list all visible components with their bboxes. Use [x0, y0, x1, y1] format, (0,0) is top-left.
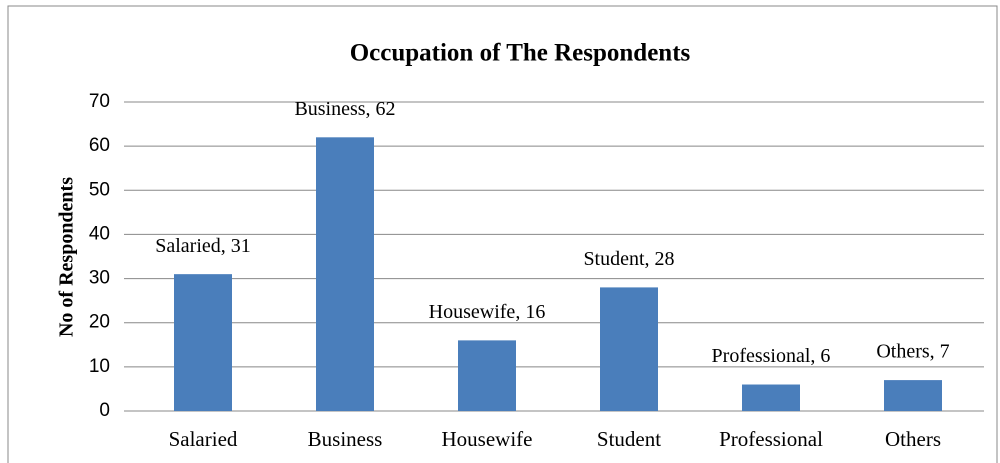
x-tick-label: Housewife [442, 427, 533, 451]
data-label: Housewife, 16 [429, 301, 546, 323]
chart-title: Occupation of The Respondents [350, 40, 691, 67]
bar [600, 287, 658, 411]
y-tick-label: 60 [89, 135, 110, 156]
bar [174, 274, 232, 411]
x-tick-label: Business [308, 427, 383, 451]
x-tick-label: Salaried [169, 427, 238, 451]
data-label: Salaried, 31 [155, 235, 251, 257]
data-label: Others, 7 [876, 341, 949, 363]
y-tick-label: 20 [89, 312, 110, 333]
y-tick-label: 0 [99, 400, 110, 421]
x-tick-label: Student [597, 427, 661, 451]
bar [742, 384, 800, 411]
y-tick-label: 10 [89, 356, 110, 377]
data-label: Student, 28 [583, 248, 674, 270]
bar [458, 340, 516, 411]
x-tick-label: Professional [719, 427, 823, 451]
y-tick-label: 30 [89, 268, 110, 289]
bar [884, 380, 942, 411]
y-axis-label: No of Respondents [56, 177, 78, 337]
bar [316, 137, 374, 412]
y-tick-label: 40 [89, 223, 110, 244]
data-label: Professional, 6 [712, 345, 831, 367]
data-label: Business, 62 [294, 98, 395, 120]
x-tick-label: Others [885, 427, 941, 451]
y-tick-label: 70 [89, 91, 110, 112]
y-tick-label: 50 [89, 179, 110, 200]
